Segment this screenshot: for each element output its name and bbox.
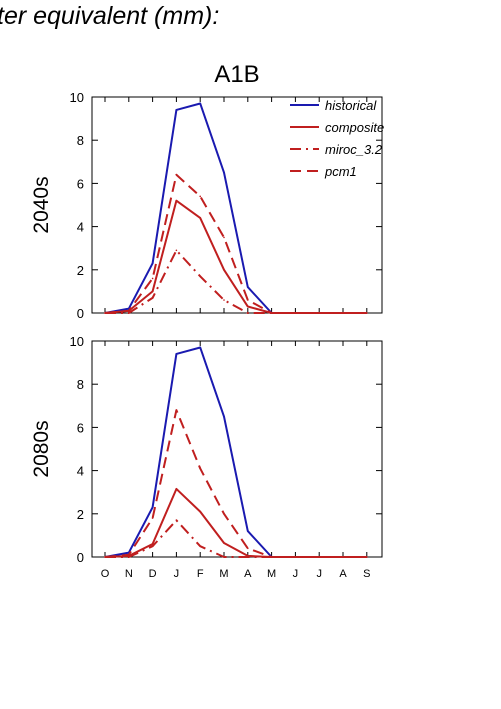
data-point <box>128 310 130 312</box>
y-tick-label: 0 <box>77 306 84 321</box>
y-tick-label: 0 <box>77 550 84 565</box>
y-tick-label: 10 <box>70 334 84 349</box>
data-point <box>270 556 273 558</box>
figure-header-title: ter equivalent (mm): <box>0 2 220 30</box>
data-point <box>318 312 321 314</box>
data-point <box>151 262 154 265</box>
x-tick-label: A <box>339 568 347 580</box>
y-tick-label: 10 <box>70 90 84 105</box>
data-point <box>151 290 154 293</box>
data-point <box>294 556 297 558</box>
y-tick-label: 6 <box>77 176 84 191</box>
data-point <box>151 277 154 280</box>
data-point <box>175 488 178 490</box>
y-tick-label: 8 <box>77 133 84 148</box>
y-tick-label: 8 <box>77 377 84 392</box>
x-tick-label: A <box>244 568 252 580</box>
data-point <box>199 510 201 513</box>
data-point <box>223 171 225 174</box>
x-tick-label: S <box>363 568 370 580</box>
data-point <box>104 312 106 314</box>
y-tick-label: 2 <box>77 507 84 522</box>
data-point <box>247 556 249 558</box>
series-line-pcm1 <box>104 173 367 314</box>
x-tick-label: J <box>174 568 180 580</box>
data-point <box>151 545 154 547</box>
data-point <box>175 409 178 411</box>
data-point <box>366 312 368 314</box>
data-point <box>199 102 201 105</box>
legend-label: pcm1 <box>324 164 357 179</box>
data-point <box>223 542 225 544</box>
data-point <box>342 556 344 558</box>
data-point <box>175 519 178 522</box>
data-point <box>247 299 249 301</box>
series-line-composite <box>104 199 367 314</box>
series-line-miroc-3-2 <box>105 519 367 558</box>
data-point <box>199 275 201 278</box>
x-tick-label: J <box>316 568 322 580</box>
data-point <box>199 217 201 219</box>
x-tick-label: M <box>267 568 276 580</box>
data-point <box>223 415 225 418</box>
y-axis-label: 2040s <box>30 176 53 233</box>
data-point <box>223 299 225 301</box>
legend-label: miroc_3.2 <box>325 142 383 157</box>
y-tick-label: 2 <box>77 263 84 278</box>
chart-panel-1: A1B 2040s 0 2 4 6 8 10 historical composite miroc_… <box>30 61 384 321</box>
chart-title: A1B <box>214 61 259 88</box>
x-tick-label: M <box>219 568 228 580</box>
data-point <box>104 556 106 558</box>
data-point <box>270 312 273 314</box>
x-tick-label: D <box>149 568 157 580</box>
series-line-pcm1 <box>104 409 367 558</box>
data-point <box>342 312 344 314</box>
chart-panel-2: 2080s 0 2 4 6 8 10 O N D J F M A M J J A S <box>30 334 383 580</box>
series-line-historical <box>104 346 367 558</box>
data-point <box>151 517 154 519</box>
data-point <box>294 312 297 314</box>
data-point <box>318 556 321 558</box>
data-point <box>223 269 225 271</box>
x-tick-label: N <box>125 568 133 580</box>
data-point <box>175 109 178 111</box>
data-point <box>128 312 130 314</box>
x-tick-label: O <box>101 568 110 580</box>
x-tick-label: F <box>197 568 204 580</box>
data-point <box>199 346 201 349</box>
data-point <box>247 312 249 314</box>
data-point <box>175 353 178 355</box>
legend: historical composite miroc_3.2 pcm1 <box>290 98 384 179</box>
data-point <box>366 556 368 558</box>
data-point <box>151 506 154 509</box>
data-point <box>247 547 249 550</box>
data-point <box>175 173 178 176</box>
series-line-miroc-3-2 <box>105 249 367 314</box>
data-point <box>199 467 201 470</box>
data-point <box>247 530 249 532</box>
y-tick-label: 4 <box>77 220 84 235</box>
y-tick-label: 6 <box>77 420 84 435</box>
plot-frame <box>91 340 383 558</box>
data-point <box>223 556 225 558</box>
data-point <box>128 554 130 556</box>
y-tick-label: 4 <box>77 464 84 479</box>
x-tick-label: J <box>293 568 299 580</box>
y-axis-label: 2080s <box>30 420 53 477</box>
legend-label: composite <box>325 120 384 135</box>
data-point <box>128 556 130 558</box>
data-point <box>199 545 201 547</box>
data-point <box>223 513 225 515</box>
data-point <box>223 236 225 239</box>
data-point <box>175 249 178 252</box>
data-point <box>175 199 178 202</box>
data-point <box>199 195 201 198</box>
data-point <box>247 305 249 308</box>
data-point <box>151 297 154 299</box>
data-point <box>247 286 249 288</box>
plot-frame <box>91 96 383 314</box>
legend-label: historical <box>325 98 377 113</box>
